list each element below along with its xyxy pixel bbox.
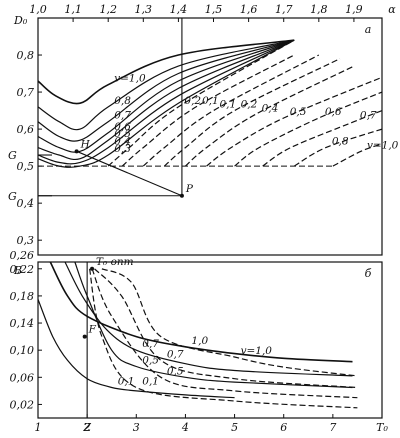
- series-line-16: [332, 143, 383, 167]
- series-line-3: [37, 299, 235, 399]
- y-tick-label: 0,26: [10, 249, 35, 262]
- y-tick-label: 0,14: [10, 317, 35, 330]
- series-line-10: [164, 58, 341, 167]
- series-label: 0,4: [262, 102, 279, 114]
- panel-label: б: [365, 267, 372, 280]
- point-label: T₀ опт: [96, 256, 134, 268]
- construction-diagonal: [76, 150, 183, 197]
- x-tick-label: 5: [231, 421, 238, 434]
- x-tick-label: T₀: [376, 421, 388, 434]
- series-label: 0,5: [142, 354, 159, 366]
- x-tick-label: 1,2: [99, 3, 117, 16]
- series-label: 0,3: [114, 143, 131, 155]
- series-label: 0,7: [142, 338, 159, 350]
- series-label: 0,5: [114, 128, 131, 140]
- series-line-7: [107, 39, 295, 167]
- series-label: 0,6: [325, 106, 342, 118]
- series-label: 0,1: [118, 375, 135, 387]
- point-label: F: [88, 324, 97, 336]
- series-label: 1,0: [191, 335, 208, 347]
- plot-frame: [37, 261, 383, 419]
- series-line-15: [293, 128, 383, 167]
- y-tick-label: 0,6: [17, 123, 35, 136]
- y-axis-label: B: [13, 264, 22, 277]
- series-line-6: [91, 268, 358, 399]
- panel-b: 1 2 3 4 5 6 7 T₀ 0,22 0,18 0,14 0,10 0,06 0,02 B б 1,0 0,…: [10, 256, 389, 434]
- series-label: 0,7: [114, 110, 131, 122]
- series-line-14: [262, 110, 383, 167]
- y-axis-label: D₀: [13, 14, 28, 27]
- y-tick-label: 0,18: [10, 290, 35, 303]
- x-tick-label: 6: [280, 421, 287, 434]
- point-marker: [82, 334, 87, 339]
- series-line-4: [101, 268, 358, 377]
- series-label: 0,2: [241, 99, 258, 111]
- series-label: 0,6: [114, 121, 131, 133]
- series-label: 0,4: [114, 136, 131, 148]
- series-label: 0,1: [142, 375, 159, 387]
- panel-label: a: [365, 23, 372, 36]
- series-label: 0,8: [114, 95, 131, 107]
- x-axis-label: α: [388, 3, 396, 16]
- series-label: v=1,0: [241, 345, 273, 357]
- series-line-8: [121, 54, 295, 167]
- series-line-2: [37, 39, 295, 142]
- series-label: 0,8: [332, 136, 349, 148]
- series-label: 0,7: [360, 110, 377, 122]
- series-line-7: [89, 268, 358, 409]
- x-tick-label: 1,4: [170, 3, 188, 16]
- series-line-0: [49, 261, 353, 363]
- series-line-11: [185, 65, 355, 167]
- x-tick-label: 7: [329, 421, 336, 434]
- x-tick-label: 2: [83, 421, 91, 434]
- y-tick-label: 0,7: [17, 86, 35, 99]
- series-label: 0,5: [167, 365, 184, 377]
- series-line-5: [37, 39, 295, 165]
- axis-marker-label: G: [8, 190, 17, 203]
- series-label: v=1,0: [114, 73, 146, 85]
- series-label: 0,2: [184, 95, 201, 107]
- y-tick-label: 0,22: [10, 263, 35, 276]
- series-label: 0,1: [202, 95, 219, 107]
- point-label: P: [185, 183, 194, 195]
- y-tick-label: 0,02: [10, 398, 35, 411]
- x-tick-label: 1,9: [345, 3, 363, 16]
- y-tick-label: 0,4: [17, 197, 35, 210]
- plot-frame: [37, 17, 383, 256]
- x-tick-label: 1: [35, 421, 42, 434]
- x-tick-label: 1,1: [64, 3, 82, 16]
- x-tick-label: 1,6: [240, 3, 258, 16]
- x-tick-label: 1,8: [310, 3, 328, 16]
- x-tick-label: 1,0: [29, 3, 47, 16]
- y-tick-label: 0,06: [10, 371, 35, 384]
- y-tick-label: 0,5: [17, 160, 35, 173]
- panel-a: 1,0 1,1 1,2 1,3 1,4 1,5 1,6 1,7 1,8 1,90,80,70,60…: [8, 3, 399, 262]
- x-tick-label: 3: [133, 421, 140, 434]
- series-line-1: [64, 261, 353, 377]
- series-line-9: [142, 54, 320, 167]
- series-line-12: [206, 76, 383, 167]
- axis-marker-label: Z: [82, 421, 91, 434]
- x-tick-label: 1,5: [205, 3, 223, 16]
- series-line-0: [37, 39, 295, 105]
- axis-marker-label: G: [8, 149, 17, 162]
- series-line-4: [37, 39, 295, 161]
- series-line-3: [37, 39, 295, 153]
- x-tick-label: 4: [181, 421, 189, 434]
- y-tick-label: 0,8: [17, 49, 35, 62]
- series-label: 0,5: [290, 106, 307, 118]
- x-tick-label: 1,7: [275, 3, 293, 16]
- x-tick-label: 1,3: [135, 3, 153, 16]
- series-label: 0,1: [220, 99, 237, 111]
- series-line-5: [94, 268, 358, 389]
- y-tick-label: 0,10: [10, 344, 35, 357]
- series-line-13: [234, 91, 383, 167]
- series-label: v=1,0: [367, 139, 399, 151]
- series-line-1: [37, 39, 295, 131]
- point-marker: [90, 266, 95, 271]
- series-label: 0,7: [167, 348, 184, 360]
- point-label: H: [80, 138, 91, 150]
- y-tick-label: 0,3: [17, 234, 35, 247]
